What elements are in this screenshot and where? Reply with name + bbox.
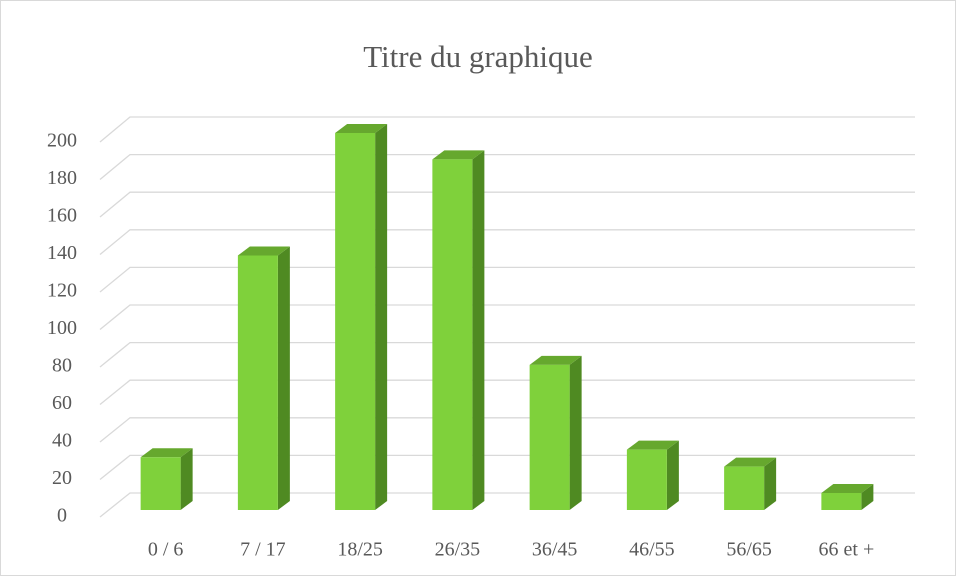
- x-tick-label: 18/25: [337, 539, 383, 561]
- grid-line: [99, 304, 915, 331]
- bar: [529, 355, 582, 510]
- bar-front: [432, 159, 473, 510]
- bar-side: [375, 124, 388, 510]
- y-tick-label: 40: [52, 430, 72, 452]
- bar-side: [861, 484, 874, 510]
- x-tick-label: 36/45: [532, 539, 578, 561]
- grid-line: [99, 266, 915, 293]
- bar-top: [140, 448, 193, 458]
- bar-side: [569, 355, 582, 510]
- bar-top: [626, 440, 679, 450]
- bar: [821, 484, 874, 510]
- x-tick-label: 0 / 6: [148, 539, 184, 561]
- bar-top: [335, 124, 388, 133]
- bar: [626, 440, 679, 510]
- bar-front: [724, 466, 765, 510]
- x-tick-label: 56/65: [726, 539, 772, 561]
- grid-line: [99, 116, 915, 143]
- bar: [140, 448, 193, 510]
- bar-front: [529, 364, 570, 510]
- bar-top: [529, 355, 582, 365]
- bar-top: [821, 484, 874, 494]
- bar-side: [472, 150, 485, 510]
- bar-front: [140, 457, 181, 510]
- bar-front: [626, 449, 667, 510]
- bar: [432, 150, 485, 510]
- x-tick-label: 66 et +: [819, 539, 875, 561]
- x-tick-label: 26/35: [435, 539, 481, 561]
- x-tick-label: 46/55: [629, 539, 675, 561]
- y-tick-label: 0: [57, 505, 67, 527]
- bar-side: [180, 448, 193, 510]
- bar-front: [237, 255, 278, 510]
- grid-line: [99, 229, 915, 256]
- y-tick-label: 100: [47, 317, 77, 339]
- bar-top: [432, 150, 485, 160]
- bar-top: [724, 457, 777, 467]
- chart-title: Titre du graphique: [363, 39, 593, 74]
- y-tick-label: 80: [52, 355, 72, 377]
- bar: [724, 457, 777, 510]
- bar-side: [277, 246, 290, 510]
- y-tick-label: 60: [52, 392, 72, 414]
- grid-line: [99, 153, 915, 181]
- y-tick-label: 140: [47, 242, 77, 264]
- y-tick-label: 180: [47, 167, 77, 189]
- y-tick-label: 120: [47, 280, 77, 302]
- bar: [237, 246, 290, 510]
- bar-front: [335, 133, 376, 510]
- grid-line: [99, 341, 915, 368]
- bar-top: [237, 246, 290, 256]
- y-tick-label: 20: [52, 467, 72, 489]
- y-tick-label: 200: [47, 130, 77, 152]
- x-tick-label: 7 / 17: [240, 539, 286, 561]
- bar-side: [764, 457, 777, 510]
- y-tick-label: 160: [47, 205, 77, 227]
- bar-front: [821, 493, 862, 510]
- grid-line: [99, 417, 915, 443]
- grid-line: [99, 191, 915, 218]
- bar: [335, 124, 388, 510]
- bar-side: [666, 440, 679, 510]
- grid-line: [99, 379, 915, 406]
